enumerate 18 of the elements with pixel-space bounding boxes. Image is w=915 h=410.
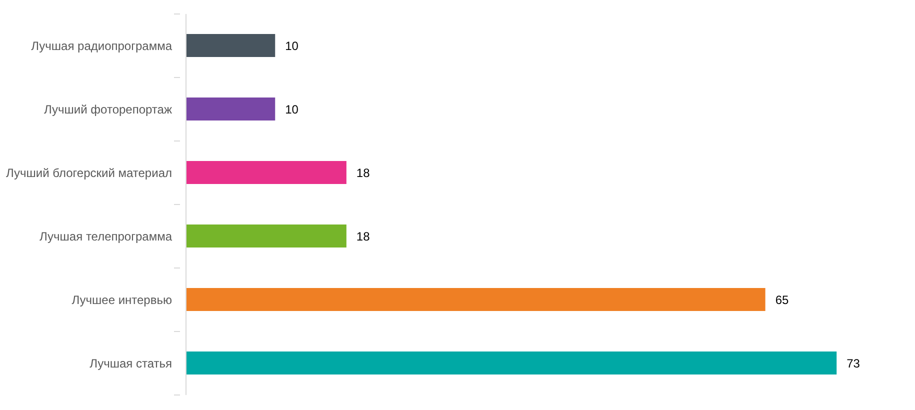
- y-tick-label: Лучший блогерский материал: [6, 166, 172, 180]
- y-tick-label: Лучшая радиопрограмма: [31, 38, 172, 53]
- y-tick-label: Лучший фоторепортаж: [44, 102, 172, 116]
- data-label: 18: [356, 229, 370, 244]
- data-label: 18: [356, 166, 370, 180]
- bar: [186, 288, 766, 311]
- data-label: 10: [285, 38, 299, 53]
- y-tick-label: Лучшее интервью: [72, 292, 172, 307]
- data-label: 10: [285, 102, 299, 116]
- data-label: 73: [846, 356, 860, 370]
- bar: [186, 98, 276, 120]
- bar: [186, 34, 276, 57]
- bar: [186, 352, 837, 374]
- data-label: 65: [775, 292, 789, 307]
- bar: [186, 224, 346, 248]
- y-tick-label: Лучшая телепрограмма: [40, 229, 172, 244]
- y-tick-label: Лучшая статья: [90, 356, 172, 370]
- bar: [186, 161, 346, 184]
